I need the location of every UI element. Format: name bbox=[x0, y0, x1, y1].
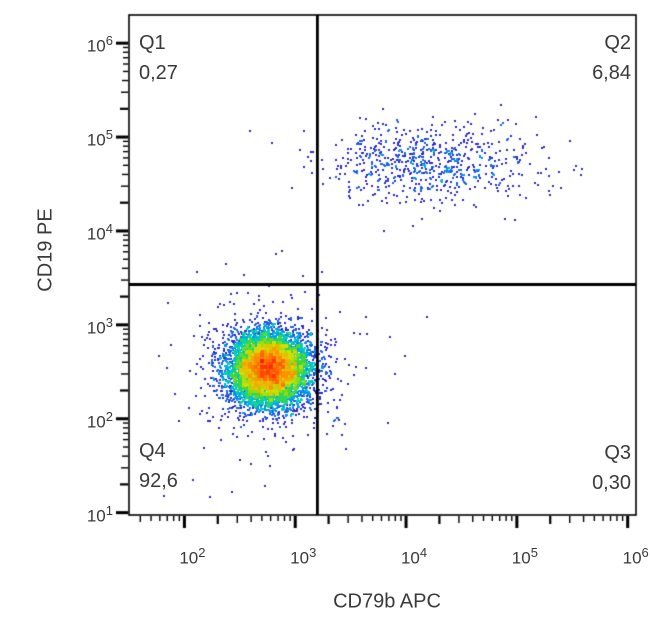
quadrant-label-q4: Q4 92,6 bbox=[139, 436, 178, 496]
quadrant-q2-percent: 6,84 bbox=[592, 62, 631, 84]
y-tick-label: 101 bbox=[86, 502, 113, 526]
x-tick-label: 102 bbox=[179, 545, 206, 568]
quadrant-label-q3: Q3 0,30 bbox=[592, 438, 631, 498]
x-tick-label: 104 bbox=[400, 545, 428, 568]
quadrant-q1-percent: 0,27 bbox=[139, 62, 178, 84]
quadrant-q1-name: Q1 bbox=[139, 32, 166, 54]
quadrant-q3-percent: 0,30 bbox=[592, 472, 631, 494]
quadrant-q3-name: Q3 bbox=[604, 442, 631, 464]
x-tick-label: 103 bbox=[290, 545, 317, 568]
quadrant-label-q2: Q2 6,84 bbox=[592, 28, 631, 88]
y-tick-label: 104 bbox=[86, 220, 113, 244]
y-tick-label: 103 bbox=[86, 314, 113, 338]
quadrant-q4-name: Q4 bbox=[139, 440, 166, 462]
quadrant-label-q1: Q1 0,27 bbox=[139, 28, 178, 88]
quadrant-q2-name: Q2 bbox=[604, 32, 631, 54]
x-axis-title: CD79b APC bbox=[333, 590, 441, 613]
y-tick-label: 105 bbox=[86, 127, 113, 150]
y-tick-label: 102 bbox=[86, 408, 113, 432]
x-tick-label: 106 bbox=[622, 545, 649, 568]
x-tick-label: 105 bbox=[511, 545, 538, 568]
y-tick-label: 106 bbox=[86, 33, 113, 56]
quadrant-q4-percent: 92,6 bbox=[139, 470, 178, 492]
